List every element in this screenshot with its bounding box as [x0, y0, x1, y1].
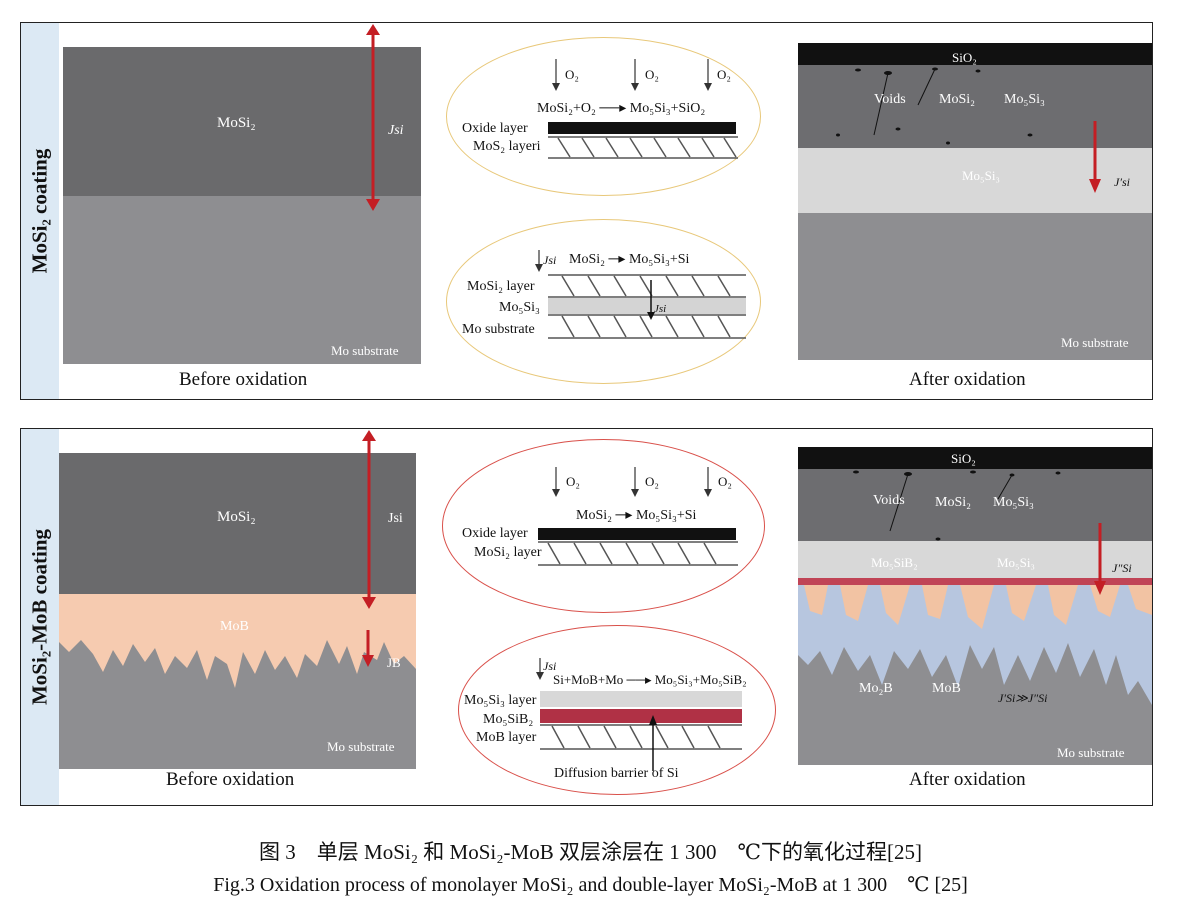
bottom-before-mob-label: MoB	[220, 619, 249, 634]
top-oval2-layers	[548, 274, 746, 339]
top-after-jsi-prime: J′si	[1114, 175, 1130, 189]
bottom-after-voids	[853, 470, 1061, 541]
bottom-oval2-layers	[540, 691, 742, 771]
bottom-after-jsi-dprime: J″Si	[1112, 561, 1132, 575]
top-oval2-jsi-inner: Jsi	[654, 303, 667, 315]
top-after-substrate-layer	[798, 213, 1152, 360]
top-oval1-o2-a: O₂	[565, 67, 579, 82]
bottom-before-jsi-label: Jsi	[388, 511, 403, 526]
top-after-voids	[836, 67, 1033, 145]
bottom-oval1-oxide-label: Oxide layer	[462, 526, 528, 541]
top-oval1-o2-c: O₂	[717, 67, 731, 82]
bottom-oval2-jsi-label: Jsi	[543, 659, 557, 673]
bottom-side-label: MoSi₂-MoB coating	[27, 528, 52, 706]
bottom-after-mo2b-label: Mo₂B	[859, 681, 893, 696]
top-side-label: MoSi₂ coating	[27, 148, 52, 274]
bottom-after-substrate-label: Mo substrate	[1057, 745, 1125, 760]
bottom-panel: MoSi₂-MoB coating MoSi₂ Jsi MoB JB Mo su…	[20, 428, 1153, 806]
bottom-oval2-mo5sib2-label: Mo₅SiB₂	[483, 712, 534, 727]
bottom-oval2-jsi-arrow	[536, 658, 544, 680]
top-oval1-o2-b: O₂	[645, 67, 659, 82]
top-oval1-hatch	[548, 136, 738, 159]
top-side-bar: MoSi₂ coating	[21, 23, 59, 399]
bottom-after-mo5si3-band-label: Mo₅Si₃	[997, 555, 1035, 570]
bottom-before-jb-label: JB	[387, 655, 401, 670]
top-after-mosi2-label: MoSi₂	[939, 92, 976, 107]
top-oval1-oxide-label: Oxide layer	[462, 121, 528, 136]
top-oval1	[446, 37, 761, 196]
figure-caption-en: Fig.3 Oxidation process of monolayer MoS…	[213, 874, 968, 896]
top-after-mo5si3-band-label: Mo₅Si₃	[962, 168, 1000, 183]
bottom-after-mob-label: MoB	[932, 681, 961, 696]
bottom-oval1-o2-c: O₂	[718, 474, 732, 489]
bottom-oval1-mosi2-label: MoSi₂ layer	[474, 545, 542, 560]
top-after-voids-label: Voids	[874, 92, 906, 107]
top-after-sio2-label: SiO₂	[952, 50, 977, 65]
bottom-oval1-oxide-bar	[538, 528, 736, 540]
top-before-caption: Before oxidation	[179, 369, 308, 390]
top-after-arrow	[1089, 121, 1101, 193]
top-before-substrate-label: Mo substrate	[331, 343, 399, 358]
bottom-oval1	[442, 439, 765, 613]
top-after-sio2-layer	[798, 43, 1152, 65]
top-panel: MoSi₂ coating MoSi₂ Jsi Mo substrate Bef…	[20, 22, 1153, 400]
top-oval1-mos2-label: MoS₂ layeri	[473, 139, 541, 154]
figure-caption-zh: 图 3 单层 MoSi₂ 和 MoSi₂-MoB 双层涂层在 1 300 ℃下的…	[259, 840, 922, 864]
bottom-after-caption: After oxidation	[909, 769, 1026, 790]
bottom-oval2	[458, 625, 776, 795]
bottom-before-caption: Before oxidation	[166, 769, 295, 790]
top-before-arrow	[366, 24, 380, 211]
top-oval2-reaction: MoSi₂ ─▸ Mo₅Si₃+Si	[569, 252, 690, 267]
bottom-oval2-reaction: Si+MoB+Mo ──▸ Mo₅Si₃+Mo₅SiB₂	[553, 672, 747, 687]
top-oval2	[446, 219, 761, 384]
bottom-after-sio2-layer	[798, 447, 1152, 469]
bottom-oval2-mo5si3-label: Mo₅Si₃ layer	[464, 693, 537, 708]
bottom-oval2-mob-label: MoB layer	[476, 730, 537, 745]
bottom-after-relation: J′Si≫J″Si	[998, 691, 1048, 705]
top-after-caption: After oxidation	[909, 369, 1026, 390]
bottom-side-bar: MoSi₂-MoB coating	[21, 429, 59, 805]
top-before-mosi2-label: MoSi₂	[217, 115, 256, 131]
top-before-substrate-layer	[63, 196, 421, 364]
top-oval2-substrate-label: Mo substrate	[462, 322, 535, 337]
bottom-after-mosi2-layer	[798, 469, 1152, 541]
bottom-after-mo5si3-layer	[798, 541, 1152, 581]
bottom-before-arrow	[362, 430, 376, 609]
bottom-oval1-hatch	[538, 541, 738, 566]
top-before-jsi-label: Jsi	[388, 123, 404, 138]
bottom-before-mob-interface	[59, 594, 416, 769]
bottom-after-mo5sib2-label: Mo₅SiB₂	[871, 555, 918, 570]
top-after-mo5si3-label: Mo₅Si₃	[1004, 92, 1045, 107]
bottom-after-mosi2-label: MoSi₂	[935, 495, 972, 510]
top-oval2-jsi-label: Jsi	[543, 253, 557, 267]
bottom-oval1-o2-arrows	[552, 467, 712, 497]
bottom-after-voids-label: Voids	[873, 493, 905, 508]
bottom-after-mo5si3-label: Mo₅Si₃	[993, 495, 1034, 510]
bottom-after-mixed-layer	[798, 585, 1152, 765]
bottom-before-mosi2-label: MoSi₂	[217, 509, 256, 525]
top-oval2-mosi2-label: MoSi₂ layer	[467, 279, 535, 294]
top-oval2-jsi-arrow	[535, 250, 543, 272]
bottom-oval1-reaction: MoSi₂ ─▸ Mo₅Si₃+Si	[576, 508, 697, 523]
bottom-before-substrate-label: Mo substrate	[327, 739, 395, 754]
top-before-mosi2-layer	[63, 47, 421, 196]
top-oval1-o2-arrows	[552, 59, 712, 91]
top-oval1-reaction: MoSi₂+O₂ ──▸ Mo₅Si₃+SiO₂	[537, 101, 706, 116]
bottom-before-jb-arrow	[362, 630, 374, 667]
top-after-substrate-label: Mo substrate	[1061, 335, 1129, 350]
top-oval1-oxide-bar	[548, 122, 736, 134]
bottom-before-mosi2-layer	[59, 453, 416, 594]
bottom-oval1-o2-a: O₂	[566, 474, 580, 489]
bottom-after-arrow	[1094, 523, 1106, 595]
bottom-oval2-barrier-label: Diffusion barrier of Si	[554, 766, 679, 781]
bottom-after-mo5sib2-layer	[798, 578, 1152, 585]
bottom-oval1-o2-b: O₂	[645, 474, 659, 489]
bottom-after-sio2-label: SiO₂	[951, 451, 976, 466]
top-after-mosi2-layer	[798, 65, 1152, 148]
top-oval2-mo5si3-label: Mo₅Si₃	[499, 300, 540, 315]
